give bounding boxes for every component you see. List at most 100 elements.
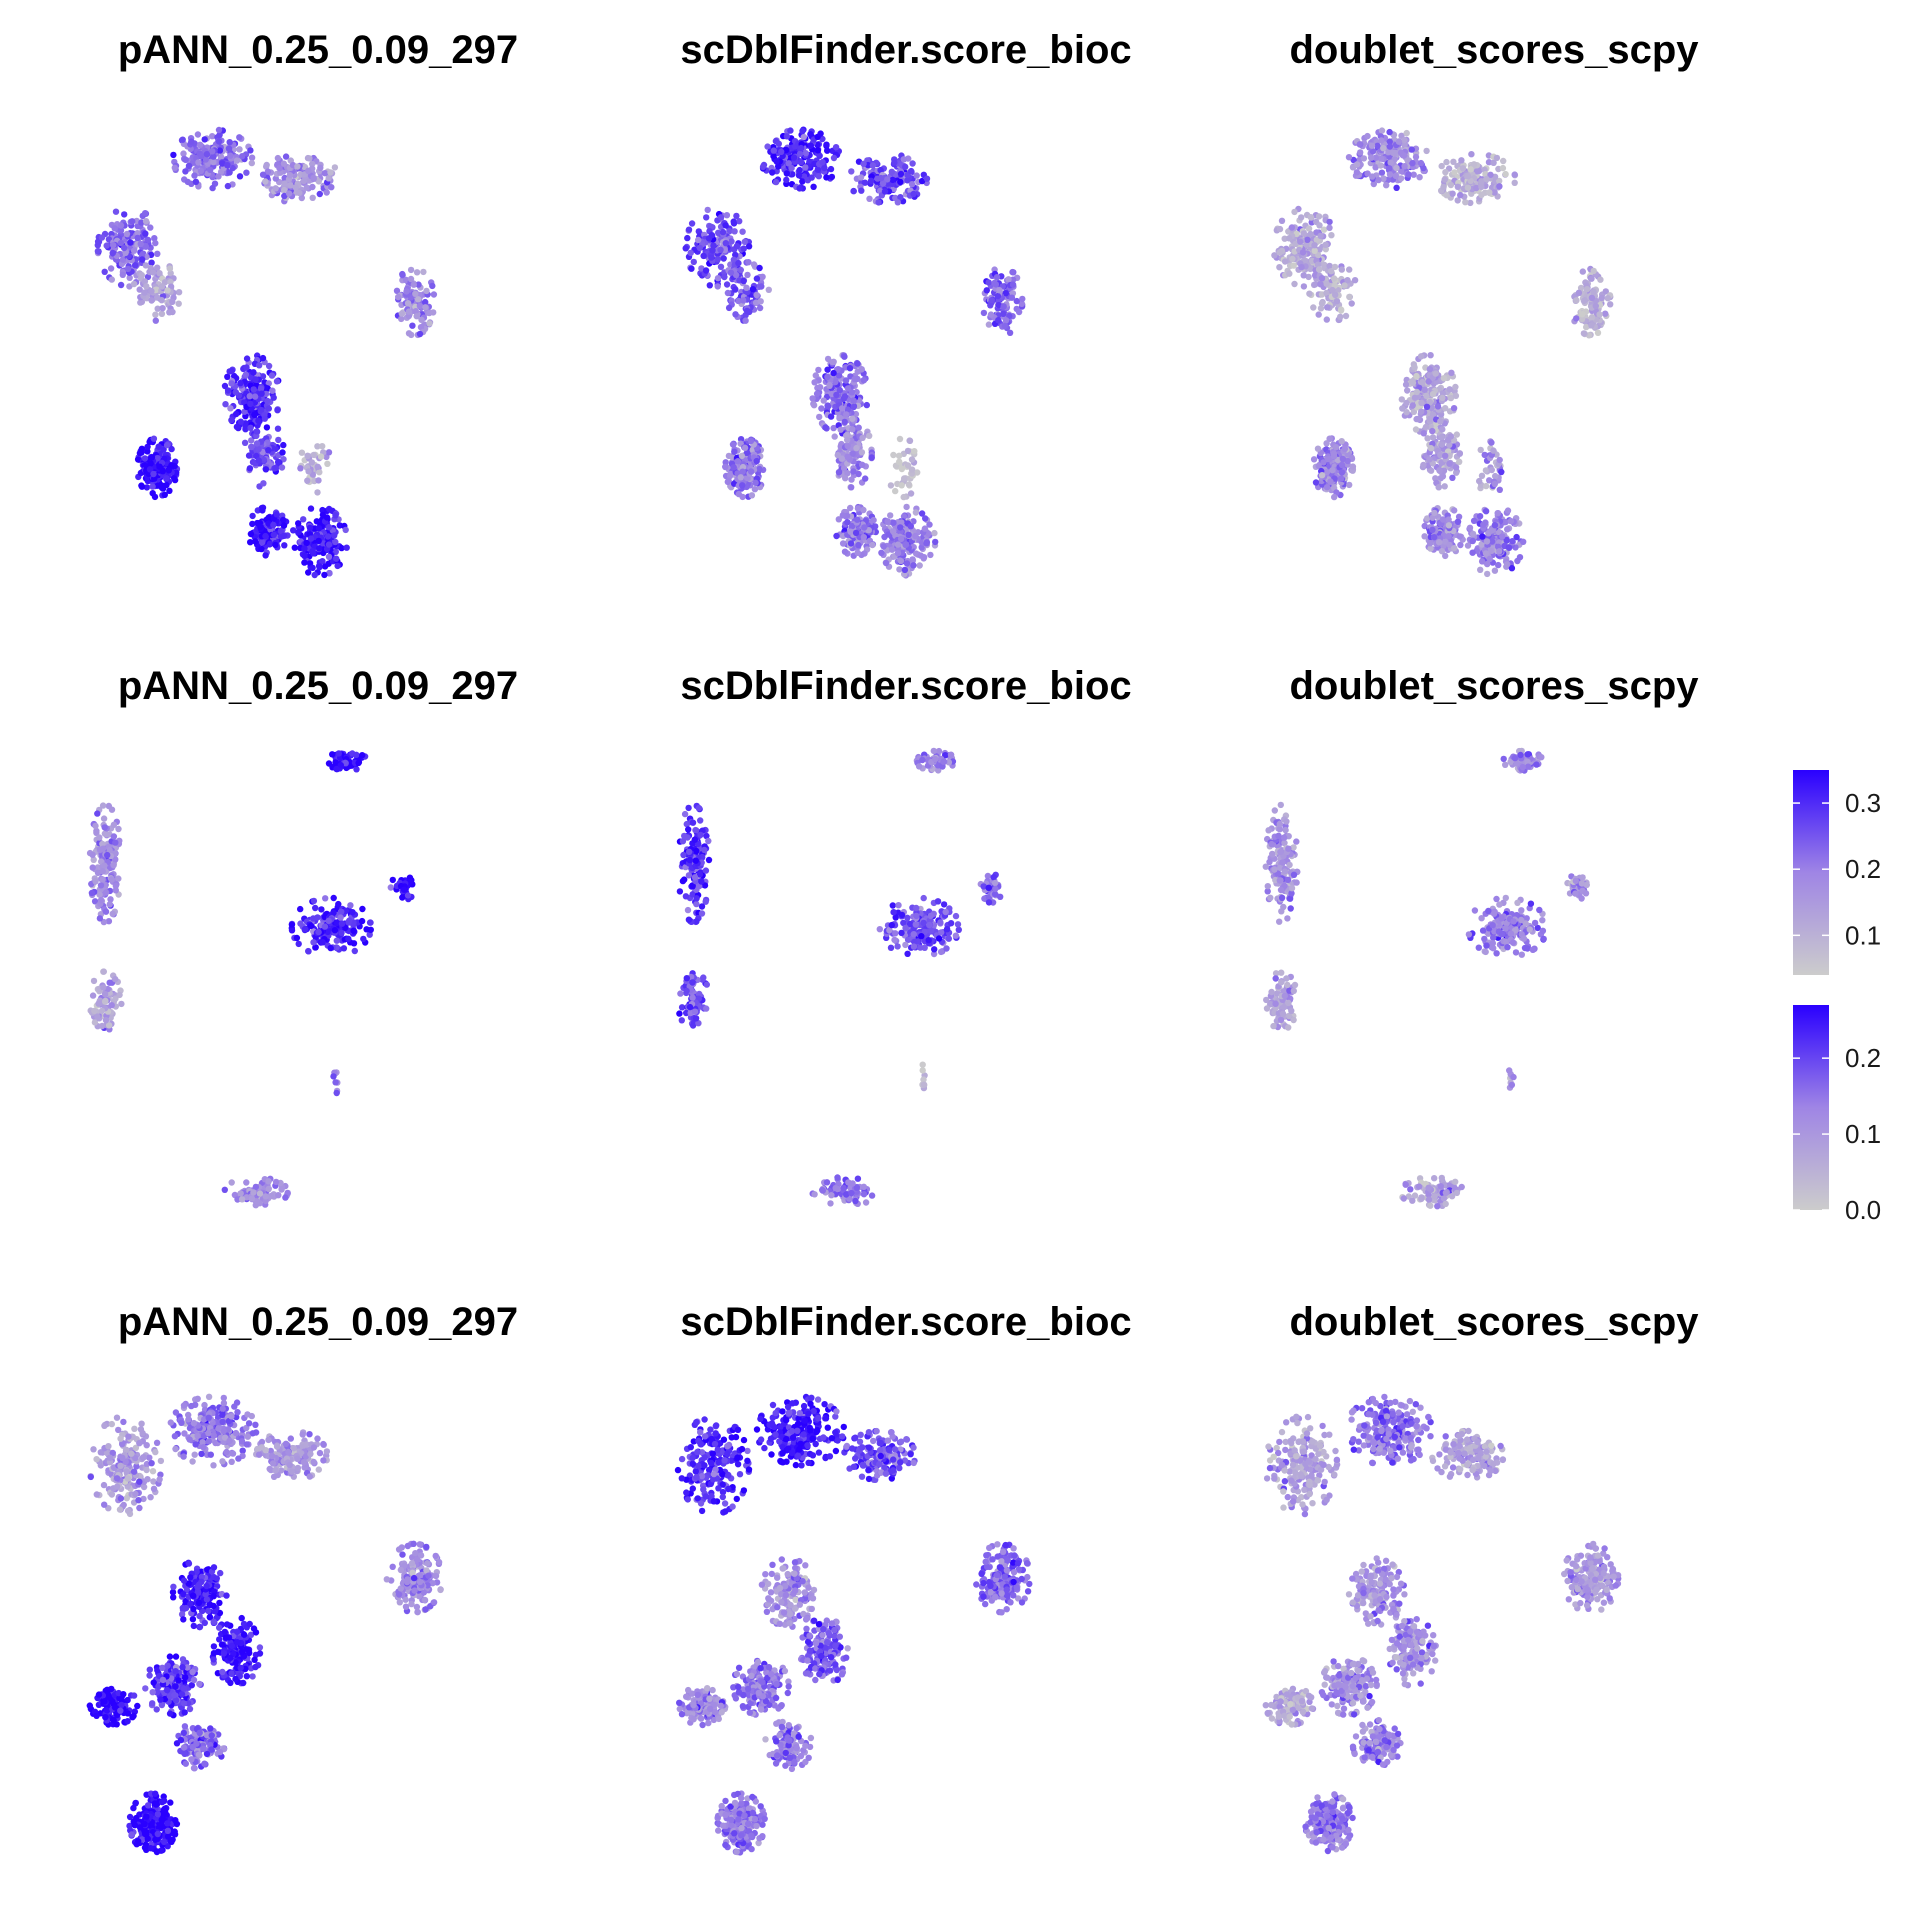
cell-point bbox=[1417, 353, 1425, 360]
cell-point bbox=[687, 249, 694, 257]
cell-point bbox=[727, 269, 735, 276]
cell-point bbox=[823, 141, 830, 148]
cell-point bbox=[923, 539, 931, 546]
cell-point bbox=[308, 459, 316, 466]
cell-point bbox=[407, 266, 415, 274]
cell-point bbox=[1419, 378, 1426, 386]
cell-point bbox=[1386, 143, 1394, 150]
cell-point bbox=[994, 292, 1002, 300]
cell-point bbox=[907, 523, 914, 530]
cell-point bbox=[1456, 450, 1464, 457]
cell-point bbox=[126, 274, 133, 281]
cell-point bbox=[1478, 183, 1485, 191]
cell-point bbox=[264, 168, 272, 175]
cell-point bbox=[1386, 171, 1394, 178]
cell-point bbox=[416, 302, 424, 310]
cell-point bbox=[1324, 304, 1331, 311]
cell-point bbox=[110, 821, 118, 828]
cell-point bbox=[1431, 534, 1438, 541]
cell-point bbox=[769, 169, 776, 176]
cell-point bbox=[323, 514, 331, 521]
cell-point bbox=[1426, 456, 1433, 463]
cell-point bbox=[224, 387, 232, 394]
cell-point bbox=[95, 1000, 102, 1007]
cell-point bbox=[1464, 173, 1472, 180]
cell-point bbox=[1442, 405, 1449, 412]
cell-point bbox=[1298, 214, 1305, 221]
cell-point bbox=[1377, 162, 1384, 169]
cell-point bbox=[117, 239, 125, 247]
cell-cluster-7 bbox=[1398, 352, 1460, 435]
cell-point bbox=[1323, 484, 1331, 491]
cell-point bbox=[735, 490, 742, 498]
cell-point bbox=[690, 258, 697, 266]
cell-point bbox=[848, 168, 855, 175]
cell-point bbox=[1000, 303, 1007, 310]
cell-point bbox=[1353, 169, 1361, 176]
cell-point bbox=[983, 287, 990, 294]
cell-point bbox=[129, 218, 136, 225]
cell-point bbox=[734, 458, 741, 465]
cell-point bbox=[1480, 521, 1487, 528]
cell-point bbox=[912, 532, 919, 540]
cell-point bbox=[261, 415, 268, 422]
cell-point bbox=[1346, 266, 1353, 273]
cell-point bbox=[921, 525, 929, 532]
cell-point bbox=[226, 139, 233, 146]
cell-point bbox=[305, 167, 312, 174]
cell-cluster-1 bbox=[94, 208, 161, 290]
cell-point bbox=[1393, 184, 1400, 191]
cell-point bbox=[813, 390, 821, 397]
cell-point bbox=[139, 256, 146, 263]
cell-point bbox=[706, 282, 713, 289]
cell-point bbox=[739, 482, 746, 489]
cell-point bbox=[1464, 184, 1472, 191]
cell-point bbox=[1438, 433, 1445, 441]
cell-point bbox=[150, 470, 157, 478]
cell-point bbox=[1310, 456, 1318, 463]
cell-point bbox=[860, 534, 867, 541]
cell-point bbox=[844, 385, 852, 392]
cell-point bbox=[1315, 311, 1322, 318]
cell-point bbox=[142, 218, 150, 225]
cell-point bbox=[1477, 446, 1484, 454]
cell-point bbox=[117, 281, 125, 289]
cell-point bbox=[897, 170, 905, 178]
cell-point bbox=[897, 524, 904, 531]
cell-point bbox=[799, 178, 806, 185]
cell-point bbox=[228, 367, 235, 375]
cell-point bbox=[725, 304, 733, 312]
cell-point bbox=[1005, 276, 1012, 283]
cell-point bbox=[824, 147, 831, 154]
cell-point bbox=[295, 520, 302, 527]
cell-point bbox=[1418, 408, 1425, 415]
cell-point bbox=[1408, 146, 1416, 153]
cell-point bbox=[1467, 166, 1474, 173]
cell-point bbox=[1378, 169, 1386, 176]
cell-point bbox=[269, 387, 276, 394]
cell-point bbox=[130, 247, 138, 254]
cell-point bbox=[256, 362, 263, 369]
cell-point bbox=[262, 466, 270, 473]
cell-point bbox=[342, 526, 349, 534]
cell-point bbox=[147, 224, 154, 231]
cell-point bbox=[404, 300, 412, 307]
cell-point bbox=[1323, 316, 1331, 323]
cell-point bbox=[1491, 522, 1499, 529]
cell-point bbox=[1286, 235, 1293, 242]
cell-point bbox=[247, 530, 255, 538]
cell-cluster-11 bbox=[1476, 438, 1505, 493]
cell-point bbox=[841, 353, 848, 360]
cell-point bbox=[398, 315, 405, 323]
cell-point bbox=[101, 990, 109, 998]
cell-point bbox=[1429, 427, 1436, 435]
cell-point bbox=[102, 1017, 110, 1024]
cell-point bbox=[1434, 403, 1442, 410]
cell-point bbox=[1364, 132, 1371, 140]
cell-point bbox=[783, 133, 791, 140]
cell-point bbox=[1429, 526, 1436, 533]
cell-point bbox=[1317, 281, 1324, 288]
cell-point bbox=[912, 509, 920, 516]
cell-point bbox=[917, 552, 924, 559]
cell-point bbox=[144, 236, 152, 244]
